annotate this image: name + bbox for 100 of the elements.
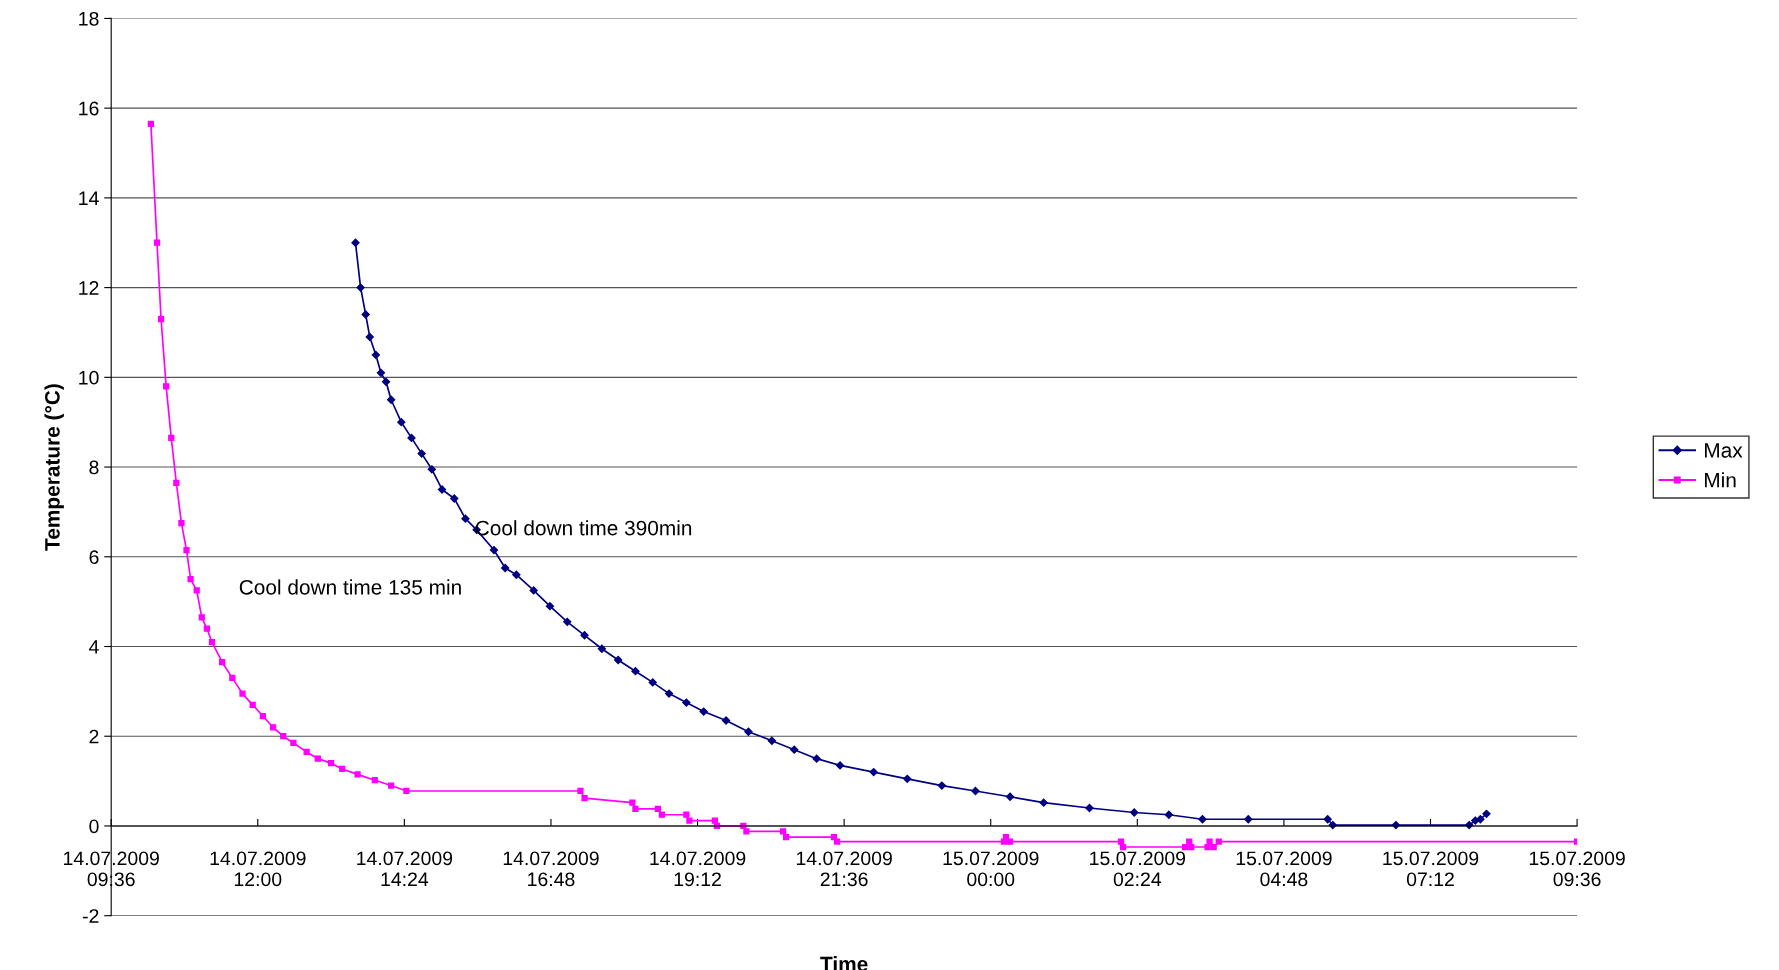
point <box>388 782 395 789</box>
point <box>229 674 236 682</box>
point <box>648 678 657 687</box>
y-tick-label: 8 <box>89 460 99 475</box>
y-tick-label: 6 <box>89 550 99 565</box>
point <box>1482 809 1491 818</box>
point <box>711 817 718 824</box>
point <box>290 739 297 747</box>
point <box>178 520 185 527</box>
point <box>450 494 459 503</box>
point <box>1573 838 1578 845</box>
point <box>629 799 636 806</box>
y-tick-label: 14 <box>79 191 99 205</box>
point <box>351 238 360 247</box>
point <box>387 395 396 404</box>
point <box>173 479 180 486</box>
point <box>512 570 521 579</box>
y-tick-label: 0 <box>89 819 99 834</box>
point <box>365 332 374 342</box>
point <box>249 701 256 708</box>
x-tick-label: 15.07.2009 09:36 <box>1529 851 1625 887</box>
point <box>371 777 378 784</box>
point <box>1215 838 1222 845</box>
x-tick-label: 15.07.2009 02:24 <box>1090 851 1186 887</box>
point <box>1188 843 1195 851</box>
point <box>269 724 277 731</box>
point <box>1039 798 1048 807</box>
point <box>545 601 555 611</box>
y-axis-title: Temperature (°C) <box>44 384 64 551</box>
point <box>1005 792 1015 801</box>
point <box>354 771 361 778</box>
point <box>157 315 165 323</box>
annotation: Cool down time 390min <box>475 520 692 536</box>
point <box>280 733 287 740</box>
point <box>239 690 246 697</box>
legend-label: Max <box>1705 443 1743 458</box>
point <box>903 774 912 783</box>
point <box>614 655 623 665</box>
x-tick-label: 15.07.2009 04:48 <box>1236 851 1332 887</box>
x-tick-label: 14.07.2009 14:24 <box>357 851 453 886</box>
point <box>1164 810 1174 819</box>
point <box>744 727 753 736</box>
point <box>397 418 406 427</box>
point <box>767 736 776 745</box>
point <box>597 644 606 653</box>
point <box>664 689 674 698</box>
point <box>259 712 266 720</box>
point <box>654 805 661 813</box>
x-tick-label: 14.07.2009 12:00 <box>210 851 306 887</box>
point <box>371 350 380 360</box>
y-tick-label: 10 <box>79 370 99 385</box>
point <box>1244 815 1253 824</box>
point <box>1323 815 1332 824</box>
point <box>937 781 946 790</box>
x-tick-label: 14.07.2009 21:36 <box>796 851 892 887</box>
point <box>461 514 470 523</box>
point <box>489 545 499 555</box>
point <box>356 283 365 292</box>
point <box>203 625 211 632</box>
point <box>193 587 200 594</box>
point <box>682 698 691 707</box>
point <box>168 434 175 442</box>
point <box>1182 843 1189 851</box>
point <box>219 659 226 666</box>
point <box>361 310 370 319</box>
point <box>869 767 878 777</box>
x-tick-label: 15.07.2009 07:12 <box>1383 851 1479 887</box>
point <box>529 586 538 595</box>
point <box>327 760 335 767</box>
point <box>1476 815 1485 824</box>
point <box>147 120 155 127</box>
point <box>812 754 821 763</box>
point <box>790 745 799 754</box>
point <box>686 817 693 824</box>
x-tick-label: 15.07.2009 00:00 <box>943 851 1039 887</box>
point <box>782 834 790 841</box>
point <box>699 707 708 716</box>
point <box>407 433 416 443</box>
point <box>501 563 510 573</box>
annotation: Cool down time 135 min <box>239 579 461 595</box>
y-tick-label: 12 <box>79 281 99 295</box>
point <box>417 449 426 458</box>
point <box>1119 843 1127 851</box>
y-tick-label: -2 <box>82 909 99 923</box>
point <box>833 838 841 845</box>
point <box>1210 843 1217 851</box>
point <box>581 795 588 802</box>
point <box>187 576 194 583</box>
x-tick-label: 14.07.2009 19:12 <box>650 851 746 887</box>
point <box>381 377 391 386</box>
point <box>1198 815 1207 824</box>
point <box>1204 843 1211 851</box>
point <box>163 383 170 390</box>
point <box>198 614 205 621</box>
point <box>835 761 845 770</box>
y-tick-label: 16 <box>79 101 99 116</box>
point <box>427 465 436 474</box>
point <box>577 787 584 795</box>
point <box>632 805 639 813</box>
point <box>563 617 572 626</box>
